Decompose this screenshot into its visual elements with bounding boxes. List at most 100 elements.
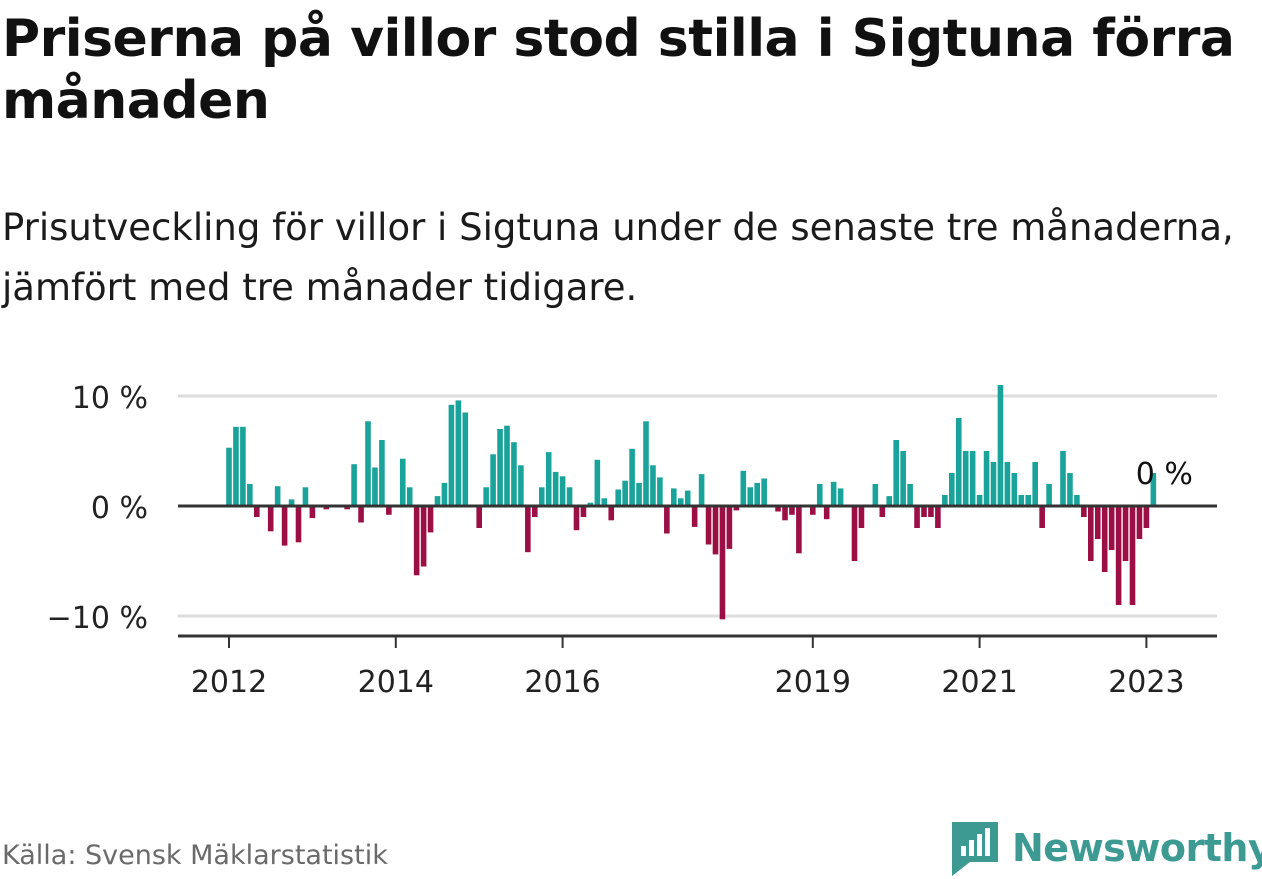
bar — [907, 484, 913, 506]
bar — [608, 506, 615, 521]
latest-value-label: 0 % — [1136, 457, 1193, 492]
bar — [810, 506, 816, 515]
bar — [990, 462, 997, 506]
bar — [462, 412, 469, 506]
chart-title: Priserna på villor stod stilla i Sigtuna… — [2, 9, 1235, 131]
bar — [816, 484, 823, 506]
bar — [823, 506, 830, 520]
bar — [233, 426, 239, 506]
bar — [281, 506, 288, 546]
bar — [1088, 506, 1094, 561]
bar — [302, 487, 309, 506]
bars-layer — [226, 385, 1157, 620]
bar — [295, 506, 302, 543]
bar — [858, 506, 865, 528]
axis-layer: 10 % 0 % −10 % 2012 2014 2016 2019 2021 2023 0 % — [47, 381, 1217, 700]
bar — [615, 489, 621, 506]
bar — [365, 421, 371, 506]
newsworthy-logo-icon — [952, 822, 998, 876]
grid-layer — [178, 394, 1217, 618]
bar — [698, 474, 705, 506]
bar — [1025, 495, 1032, 506]
bar — [712, 506, 719, 555]
bar — [538, 487, 545, 506]
y-tick-label: −10 % — [47, 601, 148, 636]
x-tick-label: 2023 — [1108, 665, 1184, 700]
bar — [455, 400, 462, 506]
bar — [545, 452, 552, 506]
bar — [441, 482, 448, 506]
bar — [705, 506, 712, 545]
bar — [1004, 462, 1011, 506]
x-tick-label: 2014 — [358, 665, 434, 700]
bar — [942, 495, 948, 506]
source-note: Källa: Svensk Mäklarstatistik — [2, 840, 388, 871]
bar — [664, 506, 670, 534]
bar — [288, 499, 295, 506]
bar — [949, 473, 955, 506]
bar — [1129, 506, 1136, 605]
bar — [657, 477, 663, 506]
bar — [726, 506, 733, 549]
bar — [796, 506, 802, 554]
bar — [1039, 506, 1045, 528]
bar — [622, 480, 628, 506]
bar — [448, 404, 455, 506]
bar — [928, 506, 934, 517]
bar — [476, 506, 482, 528]
bar — [559, 476, 566, 506]
bar — [309, 506, 316, 519]
brand-name: Newsworthy — [1012, 826, 1262, 870]
bar — [879, 506, 886, 517]
bar — [344, 506, 350, 510]
bar — [782, 506, 788, 521]
bar — [504, 425, 510, 506]
bar — [351, 464, 357, 506]
bar — [386, 506, 392, 515]
x-tick-label: 2019 — [775, 665, 851, 700]
bar — [420, 506, 427, 567]
bar — [1094, 506, 1101, 539]
bar — [427, 506, 434, 533]
bar — [1150, 473, 1157, 506]
bar-chart: 10 % 0 % −10 % 2012 2014 2016 2019 2021 2023 0 % — [47, 381, 1217, 700]
bar — [900, 451, 906, 506]
bar — [226, 447, 232, 506]
bar — [552, 471, 559, 506]
bar — [830, 481, 837, 506]
bar — [650, 465, 656, 506]
bar — [629, 448, 635, 506]
brand[interactable]: Newsworthy — [950, 818, 1262, 878]
bar — [601, 498, 608, 506]
bar — [573, 506, 580, 531]
bar — [511, 442, 517, 506]
bar — [893, 440, 899, 506]
bar — [691, 506, 698, 527]
chart-subtitle: Prisutveckling för villor i Sigtuna unde… — [2, 206, 1234, 309]
bar — [1143, 506, 1150, 528]
bar — [733, 506, 740, 511]
bar — [1018, 495, 1025, 506]
bar — [532, 506, 538, 517]
bar — [1011, 473, 1018, 506]
bar — [240, 426, 246, 506]
bar — [274, 486, 281, 506]
bar — [962, 451, 969, 506]
bar — [1060, 451, 1066, 506]
bar — [1032, 462, 1038, 506]
bar — [955, 418, 962, 506]
bar — [914, 506, 920, 528]
bar — [1108, 506, 1115, 550]
bar — [323, 506, 330, 510]
bar — [643, 421, 649, 506]
bar — [587, 502, 594, 506]
x-tick-label: 2012 — [191, 665, 267, 700]
bar — [983, 451, 990, 506]
bar — [1101, 506, 1108, 572]
bar — [851, 506, 858, 561]
bar — [837, 488, 844, 506]
bar — [434, 496, 441, 506]
bar — [1115, 506, 1122, 605]
bar — [525, 506, 531, 553]
bar — [358, 506, 364, 523]
